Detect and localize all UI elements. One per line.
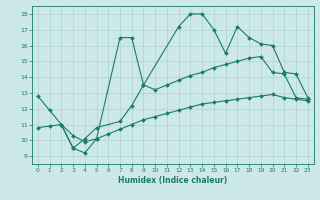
X-axis label: Humidex (Indice chaleur): Humidex (Indice chaleur) bbox=[118, 176, 228, 185]
